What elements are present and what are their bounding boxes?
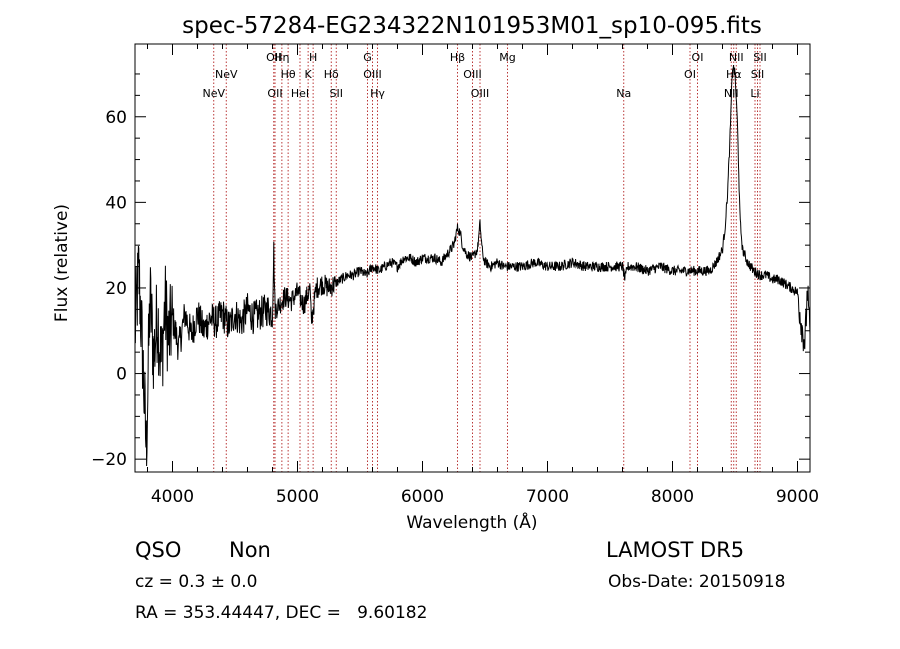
object-class: QSO [135, 538, 182, 562]
line-label-0: NeV [202, 87, 225, 100]
line-label-25: SII [751, 68, 764, 81]
line-labels: NeVNeVOIIOIIHηHθHeIKHHδSIIGOIIIHγHβOIIIO… [202, 51, 766, 100]
line-label-17: Mg [499, 51, 515, 64]
y-tick-label-2: 20 [105, 279, 127, 299]
line-label-8: H [309, 51, 317, 64]
line-label-24: Li [750, 87, 759, 100]
line-label-12: OIII [363, 68, 381, 81]
line-label-14: Hβ [450, 51, 465, 64]
line-label-2: OII [266, 51, 281, 64]
y-tick-label-1: 0 [116, 365, 127, 385]
line-label-26: SII [753, 51, 766, 64]
line-label-16: OIII [471, 87, 489, 100]
y-tick-label-0: −20 [91, 450, 127, 470]
chart-title: spec-57284-EG234322N101953M01_sp10-095.f… [182, 13, 762, 39]
line-label-20: OI [692, 51, 704, 64]
x-tick-label-1: 5000 [276, 487, 319, 507]
x-tick-label-4: 8000 [651, 487, 694, 507]
line-label-22: Hα [726, 68, 742, 81]
line-label-9: Hδ [324, 68, 339, 81]
y-tick-label-3: 40 [105, 193, 127, 213]
line-label-10: SII [330, 87, 343, 100]
obs-date: Obs-Date: 20150918 [608, 572, 786, 592]
x-tick-label-2: 6000 [401, 487, 444, 507]
line-label-3: OII [267, 87, 282, 100]
x-tick-label-5: 9000 [776, 487, 819, 507]
spectrum-line [134, 64, 811, 467]
line-label-11: G [363, 51, 372, 64]
line-label-15: OIII [463, 68, 481, 81]
ra-dec: RA = 353.44447, DEC = 9.60182 [135, 603, 428, 623]
line-label-21: NII [724, 87, 739, 100]
line-label-1: NeV [215, 68, 238, 81]
line-label-13: Hγ [370, 87, 385, 100]
x-tick-label-0: 4000 [151, 487, 194, 507]
x-tick-label-3: 7000 [526, 487, 569, 507]
line-label-5: Hθ [281, 68, 296, 81]
axis-ticks: 4000 5000 6000 7000 8000 9000 −20 0 20 40 60 [91, 44, 819, 507]
survey-name: LAMOST DR5 [606, 538, 745, 562]
line-markers [213, 44, 761, 472]
line-label-19: OI [684, 68, 696, 81]
y-tick-label-4: 60 [105, 108, 127, 128]
redshift-value: cz = 0.3 ± 0.0 [135, 572, 258, 592]
line-label-18: Na [616, 87, 631, 100]
line-label-4: Hη [274, 51, 289, 64]
x-axis-label: Wavelength (Å) [406, 511, 537, 533]
object-subclass: Non [229, 538, 271, 562]
line-label-23: NII [729, 51, 744, 64]
y-axis-label: Flux (relative) [52, 204, 72, 322]
line-label-6: HeI [291, 87, 309, 100]
line-label-7: K [305, 68, 313, 81]
